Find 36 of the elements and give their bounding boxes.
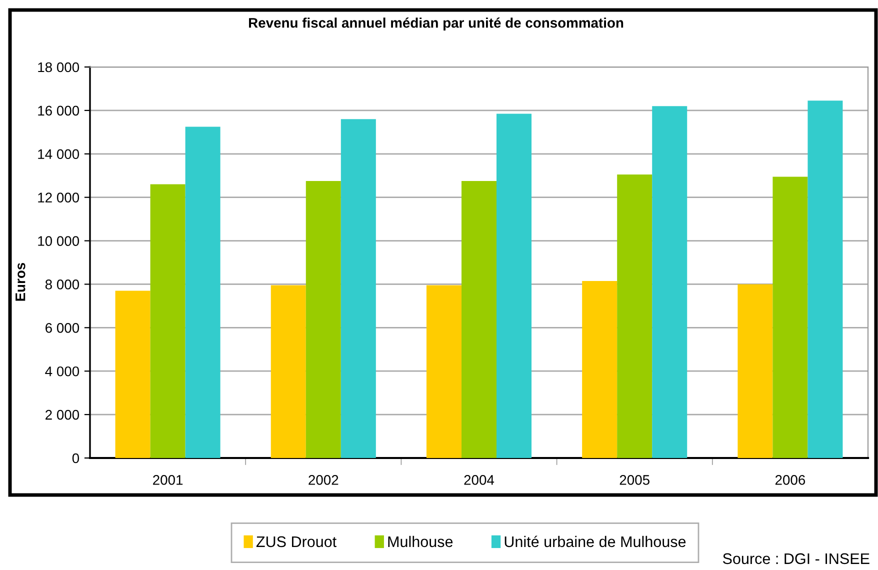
bar [115,290,150,458]
bar [496,114,532,458]
bar [772,176,808,458]
bar [617,174,652,458]
source-note: Source : DGI - INSEE [722,553,870,564]
y-tick-label: 8 000 [45,280,80,290]
y-tick-label: 18 000 [38,62,80,72]
y-tick-label: 6 000 [46,323,80,333]
y-tick-label: 10 000 [38,236,80,246]
bar [426,285,462,458]
y-tick-label: 0 [72,453,80,464]
y-tick-label: 16 000 [38,106,80,116]
x-tick-label: 2006 [775,475,806,485]
bar [808,100,843,458]
x-tick-label: 2005 [620,475,650,485]
legend-label: ZUS Drouot [256,536,336,548]
y-tick-label: 4 000 [45,366,80,376]
bar [185,126,220,458]
legend-label: Unité urbaine de Mulhouse [504,536,686,548]
bar [306,181,341,458]
bar [340,119,376,458]
bar [150,184,186,458]
y-tick-label: 14 000 [38,149,80,160]
x-tick-label: 2001 [153,475,183,485]
bar [652,106,688,458]
bar [738,284,773,458]
y-tick-label: 2 000 [46,410,80,420]
x-tick-label: 2004 [464,475,494,485]
x-tick-label: 2002 [308,475,338,485]
y-axis-title: Euros [16,262,26,301]
legend-label: Mulhouse [388,536,453,548]
bar [270,285,306,458]
y-tick-label: 12 000 [38,192,80,203]
bar [582,280,618,458]
chart-title: Revenu fiscal annuel médian par unité de consommation [249,17,624,31]
bar [461,181,497,458]
